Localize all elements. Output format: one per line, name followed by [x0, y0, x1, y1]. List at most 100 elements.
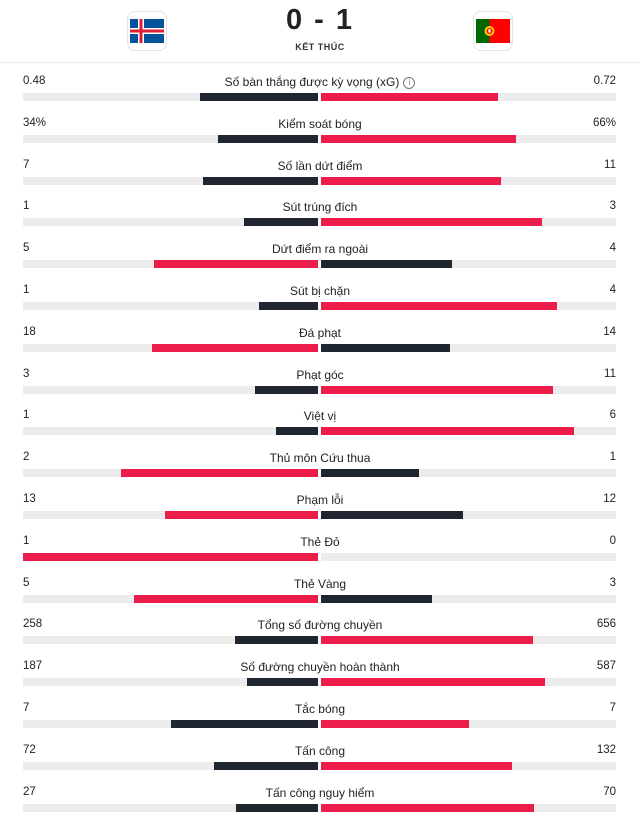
away-stat-bar: [321, 719, 469, 728]
stat-label-text: Dứt điểm ra ngoài: [271, 242, 369, 257]
away-stat-bar-track: [321, 678, 616, 687]
stat-label-text: Thẻ Đỏ: [300, 534, 340, 549]
away-stat-bar-track: [321, 218, 616, 227]
stat-label-text: Thủ môn Cứu thua: [269, 451, 371, 466]
away-stat-value: 1: [609, 451, 616, 464]
away-stat-bar-track: [321, 552, 616, 561]
away-stat-value: 3: [609, 576, 616, 589]
portugal-flag-icon: [476, 19, 510, 43]
away-stat-value: 6: [609, 409, 616, 422]
away-stat-value: 70: [603, 785, 616, 798]
home-stat-bar: [164, 510, 318, 519]
home-stat-value: 258: [23, 618, 43, 631]
match-score: 0 - 1: [285, 4, 355, 36]
stats-list: 0.48 Số bàn thắng được kỳ vọng (xG) i 0.72 3…: [0, 69, 640, 821]
home-stat-bar: [246, 678, 318, 687]
away-stat-value: 4: [609, 283, 616, 296]
stat-row: 7 Số lần dứt điểm 11: [0, 153, 640, 195]
stat-label: Thủ môn Cứu thua: [120, 451, 520, 465]
stat-row: 13 Phạm lỗi 12: [0, 487, 640, 529]
home-stat-bar-track: [23, 678, 318, 687]
home-stat-bar-track: [23, 552, 318, 561]
home-stat-bar-track: [23, 636, 318, 645]
home-stat-value: 0.48: [23, 75, 46, 87]
stat-row: 1 Thẻ Đỏ 0: [0, 529, 640, 571]
home-stat-bar: [236, 803, 318, 812]
away-stat-bar-track: [321, 427, 616, 436]
stat-label-text: Tổng số đường chuyền: [257, 618, 383, 633]
home-stat-bar-track: [23, 218, 318, 227]
home-stat-bar-track: [23, 761, 318, 770]
stat-label: Kiểm soát bóng: [120, 117, 520, 131]
home-stat-bar-track: [23, 469, 318, 478]
stat-label: Đá phạt: [120, 326, 520, 340]
home-stat-bar: [203, 176, 318, 185]
home-stat-bar-track: [23, 176, 318, 185]
info-icon[interactable]: i: [403, 77, 416, 89]
away-team-flag[interactable]: [473, 11, 513, 51]
away-stat-value: 656: [596, 618, 616, 631]
stat-label: Dứt điểm ra ngoài: [120, 242, 520, 256]
away-stat-bar: [321, 93, 498, 101]
stat-row: 72 Tấn công 132: [0, 738, 640, 780]
home-stat-bar: [259, 301, 318, 310]
stat-label-text: Số đường chuyền hoàn thành: [240, 660, 400, 675]
home-stat-value: 2: [23, 451, 30, 464]
match-header: 0 - 1 KẾT THÚC: [0, 0, 640, 62]
home-stat-value: 187: [23, 660, 43, 673]
home-stat-bar-track: [23, 93, 318, 101]
away-stat-value: 132: [596, 743, 616, 756]
home-stat-bar: [152, 343, 318, 352]
away-stat-bar-track: [321, 469, 616, 478]
stat-label-text: Số bàn thắng được kỳ vọng (xG): [224, 75, 400, 89]
stat-label-text: Số lần dứt điểm: [277, 158, 363, 173]
match-status: KẾT THÚC: [295, 42, 345, 52]
stat-label: Sút bị chặn: [120, 284, 520, 298]
stat-label: Việt vị: [120, 409, 520, 423]
away-stat-bar: [321, 343, 451, 352]
home-stat-value: 18: [23, 325, 36, 338]
stat-row: 1 Việt vị 6: [0, 403, 640, 445]
away-stat-value: 11: [604, 158, 616, 171]
home-stat-value: 1: [23, 283, 30, 296]
home-stat-bar-track: [23, 719, 318, 728]
home-stat-bar: [254, 385, 318, 394]
home-stat-bar: [170, 719, 318, 728]
away-stat-value: 7: [609, 701, 616, 714]
away-stat-bar: [321, 134, 516, 143]
home-stat-bar: [234, 636, 318, 645]
stat-label-text: Việt vị: [303, 409, 337, 424]
home-stat-bar: [133, 594, 318, 603]
home-stat-value: 13: [23, 492, 36, 505]
away-stat-bar-track: [321, 761, 616, 770]
home-stat-value: 5: [23, 242, 30, 255]
stat-label: Sút trúng đích: [120, 200, 520, 214]
iceland-flag-icon: [130, 19, 164, 43]
stat-row: 258 Tổng số đường chuyền 656: [0, 612, 640, 654]
away-stat-bar-track: [321, 343, 616, 352]
home-stat-bar: [275, 427, 318, 436]
home-stat-value: 7: [23, 158, 30, 171]
home-team-flag[interactable]: [127, 11, 167, 51]
stat-label: Thẻ Đỏ: [120, 535, 520, 549]
stat-label: Phạt góc: [120, 368, 520, 382]
stat-row: 27 Tấn công nguy hiểm 70: [0, 780, 640, 821]
stat-row: 1 Sút bị chặn 4: [0, 278, 640, 320]
away-stat-bar: [321, 301, 557, 310]
away-stat-bar: [321, 803, 534, 812]
home-stat-value: 34%: [23, 116, 47, 129]
home-stat-bar: [121, 469, 318, 478]
stat-label-text: Đá phạt: [298, 325, 342, 340]
stat-row: 3 Phạt góc 11: [0, 362, 640, 404]
home-stat-value: 27: [23, 785, 36, 798]
away-stat-bar-track: [321, 134, 616, 143]
away-stat-bar: [321, 636, 533, 645]
home-stat-value: 1: [23, 200, 30, 213]
stat-label: Tắc bóng: [120, 702, 520, 716]
home-stat-bar: [244, 218, 318, 227]
home-stat-bar: [217, 134, 318, 143]
home-stat-bar-track: [23, 385, 318, 394]
stat-label: Số bàn thắng được kỳ vọng (xG) i: [120, 75, 520, 89]
home-stat-bar-track: [23, 803, 318, 812]
stat-label-text: Kiểm soát bóng: [278, 116, 362, 131]
